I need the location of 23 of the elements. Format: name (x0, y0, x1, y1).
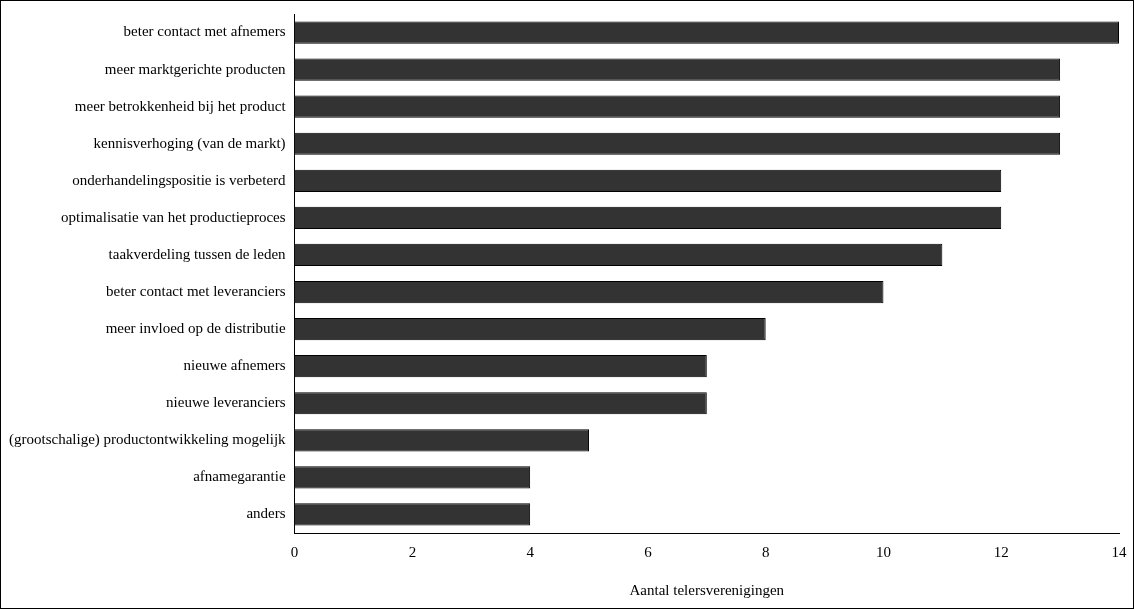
y-tick-label: meer betrokkenheid bij het product (74, 97, 287, 114)
y-tick-label: meer invloed op de distributie (105, 320, 286, 337)
x-tick-label: 6 (644, 543, 653, 560)
y-tick-label: anders (246, 505, 286, 522)
x-tick-label: 8 (761, 543, 770, 560)
y-tick-label: nieuwe leveranciers (166, 394, 286, 411)
y-tick-label: afnamegarantie (193, 468, 286, 485)
y-tick-label: onderhandelingspositie is verbeterd (72, 171, 287, 188)
y-tick-label: kennisverhoging (van de markt) (93, 134, 286, 152)
x-tick-label: 0 (290, 543, 299, 560)
y-tick-label: (grootschalige) productontwikkeling mogelijk (9, 431, 287, 449)
y-tick-label: beter contact met afnemers (123, 23, 286, 40)
x-tick-label: 2 (408, 543, 417, 560)
y-tick-label: optimalisatie van het productieproces (61, 208, 286, 225)
x-tick-label: 4 (526, 543, 535, 560)
y-tick-label: meer marktgerichte producten (104, 60, 287, 77)
x-tick-label: 14 (1111, 543, 1127, 560)
x-tick-label: 10 (875, 543, 891, 560)
y-tick-label: nieuwe afnemers (183, 357, 286, 374)
x-tick-label: 12 (993, 543, 1009, 560)
y-tick-label: beter contact met leveranciers (106, 282, 286, 299)
x-axis-title: Aantal telersverenigingen (629, 581, 785, 598)
y-tick-label: taakverdeling tussen de leden (108, 245, 287, 262)
